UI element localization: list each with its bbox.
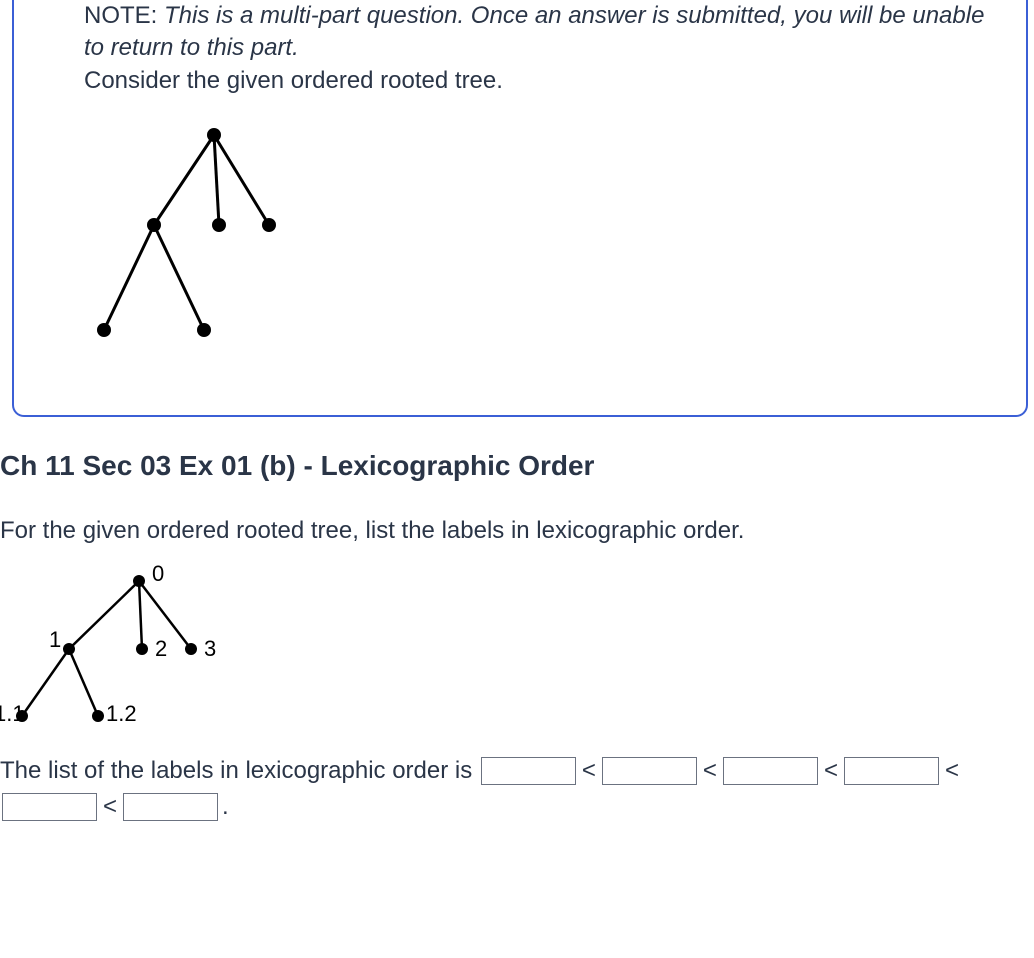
note-text: NOTE: This is a multi-part question. Onc… [84, 0, 1006, 97]
answer-input-6[interactable] [123, 793, 218, 821]
svg-text:3: 3 [204, 636, 216, 661]
lt-symbol: < [703, 753, 717, 789]
lt-symbol: < [582, 753, 596, 789]
answer-input-1[interactable] [481, 757, 576, 785]
section-title: Ch 11 Sec 03 Ex 01 (b) - Lexicographic O… [0, 447, 1034, 485]
answer-period: . [222, 789, 229, 825]
svg-text:1.1: 1.1 [0, 701, 25, 726]
answer-input-3[interactable] [723, 757, 818, 785]
note-box: NOTE: This is a multi-part question. Onc… [12, 0, 1028, 417]
answer-prefix: The list of the labels in lexicographic … [0, 753, 472, 789]
svg-text:1: 1 [49, 627, 61, 652]
svg-text:2: 2 [155, 636, 167, 661]
svg-text:0: 0 [152, 561, 164, 586]
lt-symbol: < [824, 753, 838, 789]
lt-symbol: < [103, 789, 117, 825]
labeled-tree-diagram: 0 1 2 3 1.1 1.2 [0, 561, 254, 731]
svg-text:1.2: 1.2 [106, 701, 137, 726]
answer-input-5[interactable] [2, 793, 97, 821]
instruction-text: For the given ordered rooted tree, list … [0, 515, 1034, 547]
answer-row: The list of the labels in lexicographic … [0, 753, 1034, 825]
answer-input-4[interactable] [844, 757, 939, 785]
answer-input-2[interactable] [602, 757, 697, 785]
unlabeled-tree-diagram [74, 115, 304, 365]
lt-symbol: < [945, 753, 959, 789]
note-consider: Consider the given ordered rooted tree. [84, 67, 503, 94]
note-label: NOTE: [84, 2, 157, 29]
note-italic: This is a multi-part question. Once an a… [84, 2, 984, 61]
